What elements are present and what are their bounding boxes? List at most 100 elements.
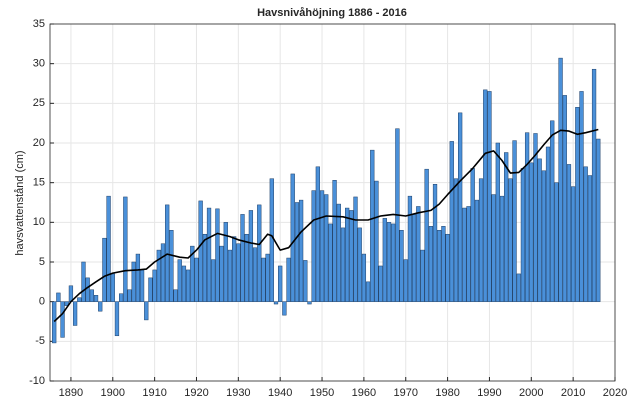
bar — [185, 269, 191, 302]
bar — [537, 158, 542, 302]
bar — [85, 277, 90, 302]
bar — [131, 261, 136, 302]
bar — [198, 200, 203, 302]
bar — [453, 178, 459, 302]
bar — [135, 253, 141, 302]
y-tick-label: 5 — [39, 256, 45, 268]
bar — [152, 269, 157, 302]
bar — [173, 289, 178, 302]
bar — [324, 194, 329, 302]
bar — [382, 218, 387, 302]
bar — [365, 281, 371, 302]
bar — [307, 301, 312, 305]
x-tick-label: 1940 — [268, 387, 292, 399]
bar — [144, 301, 149, 321]
bar — [516, 273, 521, 302]
bar — [114, 301, 120, 337]
bar — [340, 227, 346, 302]
bar — [56, 292, 61, 302]
bar — [177, 259, 182, 302]
y-tick-label: 20 — [33, 137, 45, 149]
x-tick-label: 1980 — [435, 387, 459, 399]
bar — [470, 168, 475, 302]
y-tick-label: -10 — [29, 375, 45, 387]
bar — [575, 107, 580, 302]
x-tick-label: 1930 — [226, 387, 250, 399]
bar — [424, 168, 429, 302]
bar — [240, 214, 245, 302]
bar — [261, 257, 266, 302]
bar — [332, 180, 337, 302]
x-tick-label: 1950 — [310, 387, 334, 399]
bar — [110, 273, 115, 302]
bar — [273, 301, 279, 305]
bar — [278, 265, 283, 302]
y-tick-label: 10 — [33, 216, 45, 228]
bar — [102, 237, 107, 302]
bar — [265, 253, 270, 302]
bar — [227, 249, 233, 302]
x-tick-label: 1990 — [477, 387, 501, 399]
bar — [487, 91, 492, 302]
bar — [370, 149, 375, 302]
bar — [378, 265, 383, 302]
bar — [550, 120, 555, 302]
bar — [562, 95, 567, 302]
bar — [211, 259, 216, 302]
bar — [529, 162, 534, 302]
x-tick-label: 1920 — [184, 387, 208, 399]
bar — [483, 89, 488, 302]
bar — [269, 178, 274, 302]
bar — [583, 166, 588, 302]
bar — [445, 233, 450, 302]
bar — [541, 170, 546, 302]
bar — [194, 257, 199, 302]
bar — [432, 184, 438, 302]
bar — [294, 202, 300, 302]
bar — [77, 297, 82, 302]
bar — [156, 249, 161, 302]
bar — [558, 57, 563, 302]
bar — [202, 233, 207, 302]
bar — [545, 146, 551, 302]
bar — [60, 301, 65, 338]
bar — [248, 210, 254, 302]
bar — [449, 141, 454, 302]
bar — [458, 112, 463, 302]
bar — [223, 222, 228, 302]
x-tick-label: 1900 — [101, 387, 125, 399]
bar — [587, 175, 593, 302]
bar — [474, 199, 480, 302]
bar — [232, 236, 237, 302]
x-tick-label: 2000 — [519, 387, 543, 399]
bar — [148, 277, 153, 302]
bar — [596, 138, 601, 302]
bar — [98, 301, 103, 312]
bar — [491, 194, 496, 302]
bar — [466, 206, 471, 302]
y-tick-label: 30 — [33, 58, 45, 70]
bar — [437, 230, 442, 302]
bar — [165, 204, 170, 302]
x-tick-label: 1910 — [142, 387, 166, 399]
bar — [478, 178, 484, 302]
bar — [441, 226, 446, 302]
bar — [206, 207, 212, 302]
bar — [391, 223, 396, 302]
bar — [81, 261, 86, 302]
bar — [495, 142, 500, 302]
bar — [215, 208, 220, 302]
bar — [311, 190, 316, 302]
bar — [319, 190, 325, 302]
bar — [416, 206, 421, 302]
bar — [403, 259, 408, 302]
bar — [420, 249, 425, 302]
bar — [566, 164, 572, 302]
bar — [123, 196, 128, 302]
smoothed-line — [53, 128, 599, 323]
bar — [282, 301, 287, 316]
bar — [139, 269, 145, 302]
bar — [290, 173, 295, 302]
bar — [244, 233, 249, 302]
bar — [357, 227, 362, 302]
